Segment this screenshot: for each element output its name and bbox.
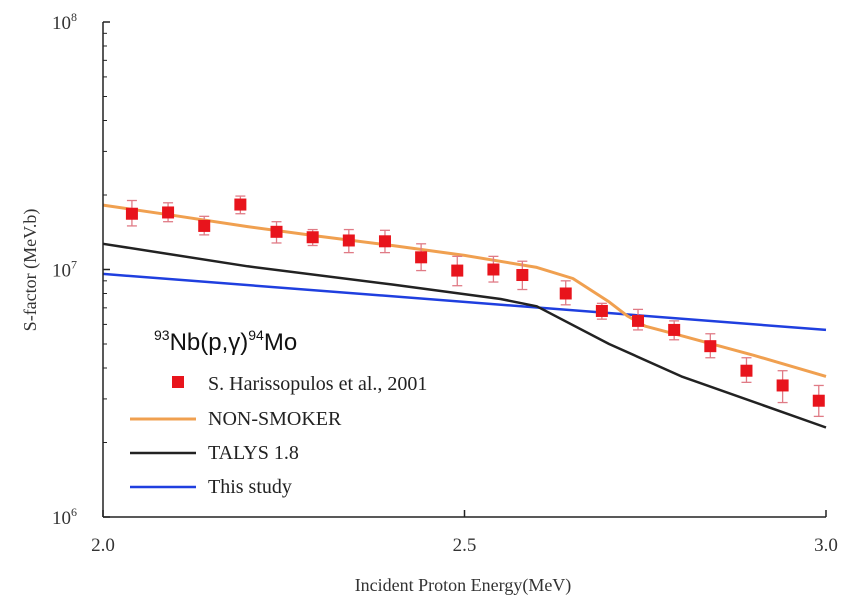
data-point [632,308,645,331]
axes: 2.0 2.5 3.0 106 107 108 [52,10,838,556]
data-point [776,370,789,404]
data-point [516,260,529,291]
legend-label-this-study: This study [208,476,292,498]
data-marker [306,231,319,244]
data-point [740,357,753,383]
data-point [234,195,247,215]
x-tick-label: 2.0 [91,535,115,556]
data-marker [516,269,529,282]
y-tick-label: 107 [52,258,77,282]
series-line-talys-1-8 [102,242,827,429]
plot-area [102,195,827,429]
data-point [487,255,500,283]
x-axis-title: Incident Proton Energy(MeV) [355,575,572,596]
data-marker [378,235,391,248]
data-marker [704,340,717,353]
data-marker [162,206,175,219]
data-marker [198,219,211,232]
data-point [668,320,681,341]
data-point [306,228,319,247]
data-marker [740,364,753,377]
legend: S. Harissopulos et al., 2001 NON-SMOKER … [130,373,427,498]
data-marker [559,287,572,300]
data-point [704,333,717,359]
data-marker [451,264,464,277]
data-point [162,202,175,223]
data-point [198,215,211,236]
y-tick-label: 108 [52,10,77,34]
series-line-this-study [102,272,827,332]
data-marker [632,314,645,327]
data-marker [125,207,138,220]
data-point [415,243,428,272]
data-marker [234,198,247,211]
data-point [342,228,355,254]
data-point [812,384,825,418]
legend-marker-experimental [172,376,184,388]
data-marker [595,304,608,317]
data-marker [270,225,283,238]
legend-label-talys: TALYS 1.8 [208,442,299,464]
data-marker [812,394,825,407]
data-marker [776,379,789,392]
reaction-annotation: 93Nb(p,γ)94Mo [154,327,297,356]
data-point [125,199,138,227]
data-point [270,221,283,244]
x-tick-label: 3.0 [814,535,838,556]
data-point [559,280,572,306]
y-tick-label: 106 [52,505,77,529]
legend-label-experimental: S. Harissopulos et al., 2001 [208,373,427,395]
data-marker [668,323,681,336]
data-marker [415,251,428,264]
data-point [595,302,608,320]
x-tick-label: 2.5 [453,535,477,556]
data-point [378,229,391,254]
data-marker [342,234,355,247]
data-marker [487,263,500,276]
data-point [451,255,464,287]
y-axis-title: S-factor (MeV.b) [20,209,41,332]
legend-label-non-smoker: NON-SMOKER [208,408,342,430]
